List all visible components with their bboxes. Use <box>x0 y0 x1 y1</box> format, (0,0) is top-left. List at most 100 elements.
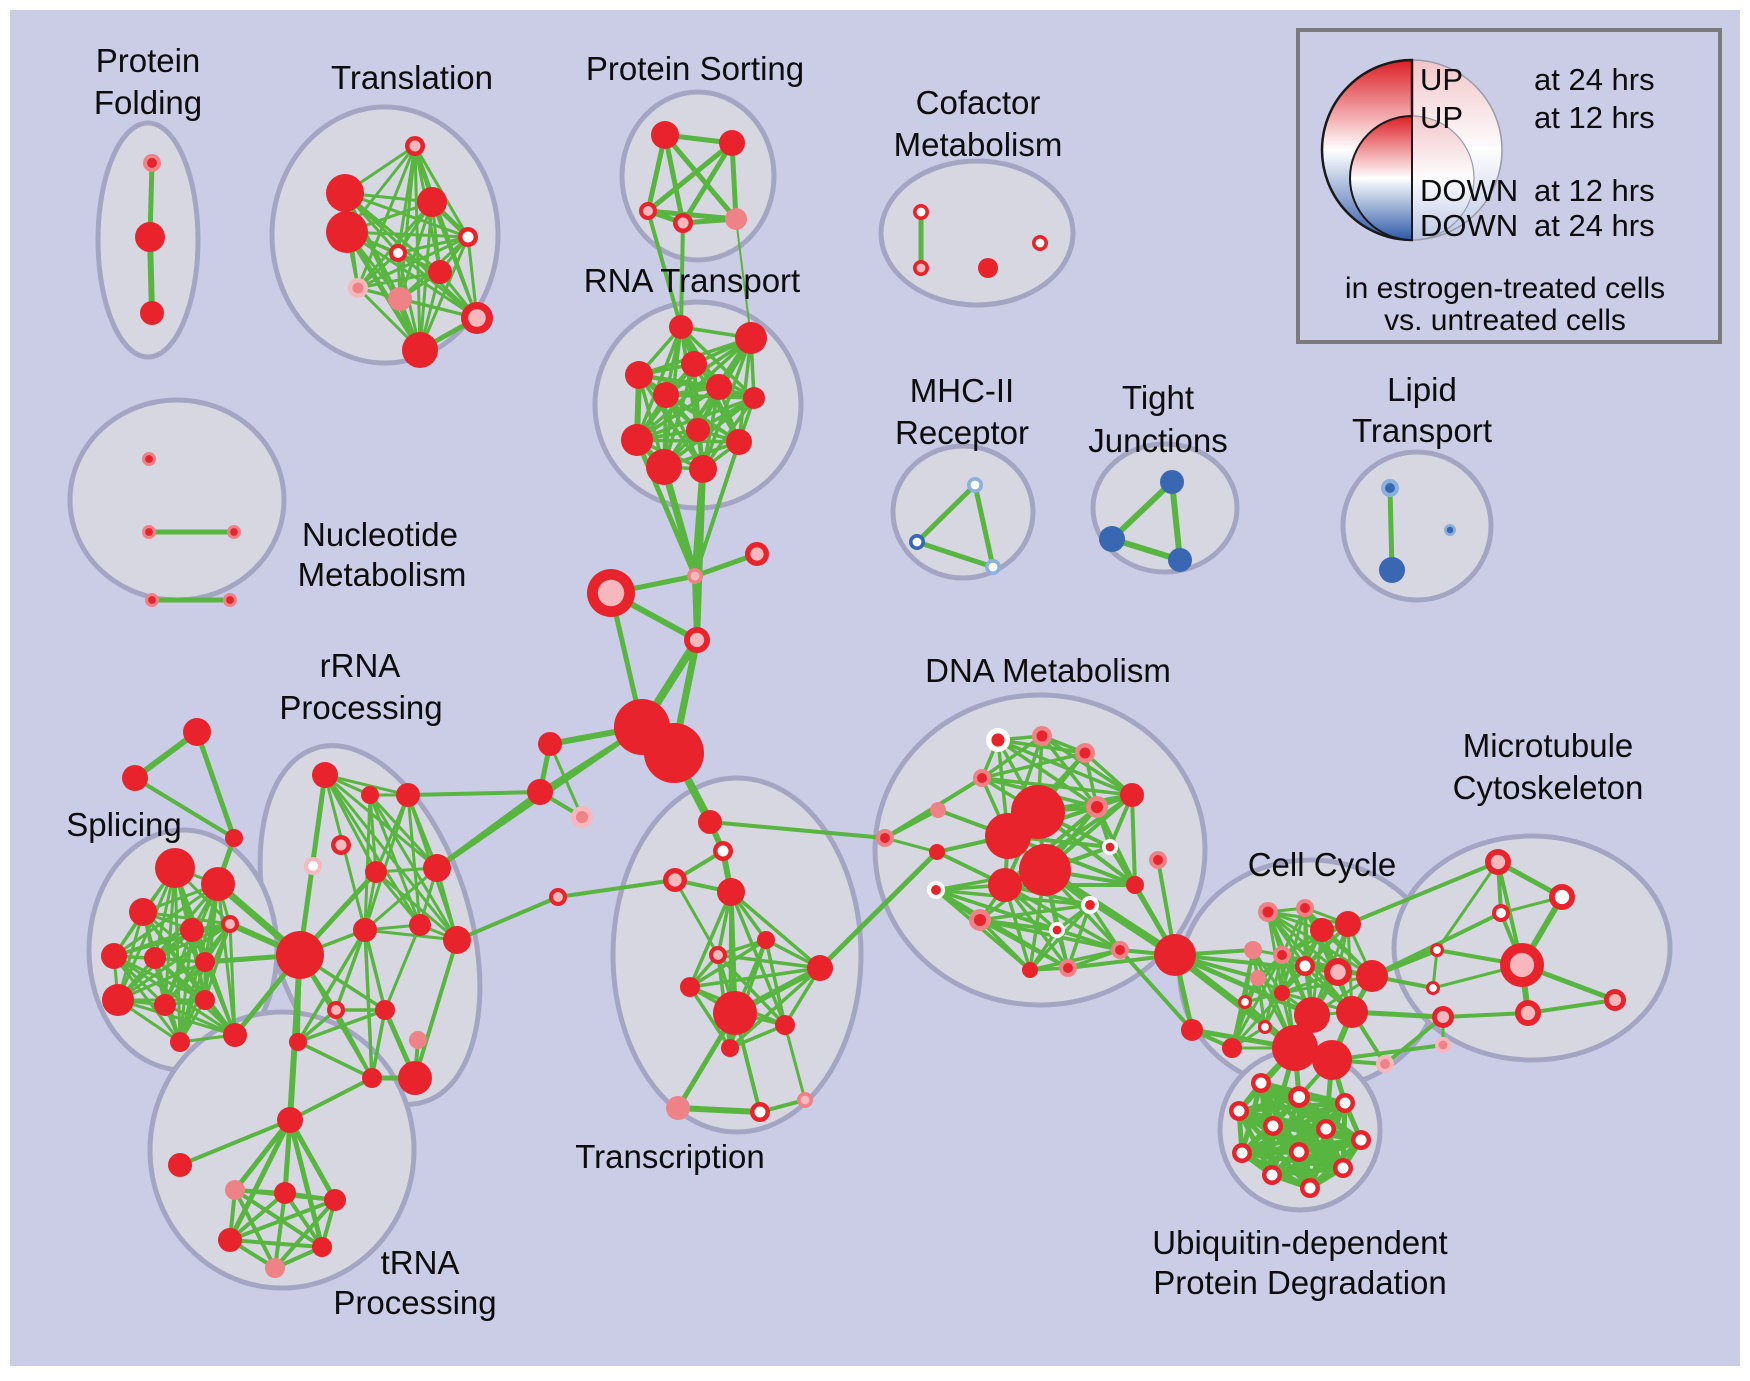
node-u3[interactable] <box>1335 1093 1355 1113</box>
node-s12[interactable] <box>223 1023 247 1047</box>
node-c1[interactable] <box>1258 902 1278 922</box>
node-r12[interactable] <box>327 1001 345 1019</box>
node-tr2[interactable] <box>122 765 148 791</box>
node-d22[interactable] <box>1022 962 1038 978</box>
node-m9[interactable] <box>1432 1006 1454 1028</box>
node-m2[interactable] <box>1549 884 1575 910</box>
node-d16[interactable] <box>927 881 945 899</box>
node-ch2[interactable] <box>745 542 769 566</box>
node-tj2[interactable] <box>1099 526 1125 552</box>
node-ps3[interactable] <box>639 202 657 220</box>
node-pf3[interactable] <box>140 301 164 325</box>
node-s2[interactable] <box>201 867 235 901</box>
node-d2[interactable] <box>1032 726 1052 746</box>
node-u12[interactable] <box>1300 1178 1320 1198</box>
node-r17[interactable] <box>398 1061 432 1095</box>
node-rt3[interactable] <box>681 351 707 377</box>
node-x6[interactable] <box>709 946 727 964</box>
node-r8[interactable] <box>276 931 324 979</box>
node-m8[interactable] <box>1604 989 1626 1011</box>
node-rt8[interactable] <box>621 424 653 456</box>
node-rt12[interactable] <box>689 455 717 483</box>
node-x11[interactable] <box>775 1015 795 1035</box>
node-n4[interactable] <box>274 1182 296 1204</box>
node-cc0[interactable] <box>1154 934 1196 976</box>
node-rt2[interactable] <box>735 322 767 354</box>
node-d4[interactable] <box>973 769 991 787</box>
node-mh1[interactable] <box>967 477 983 493</box>
node-m5[interactable] <box>1500 943 1544 987</box>
node-r2[interactable] <box>361 786 379 804</box>
node-t7[interactable] <box>428 260 452 284</box>
node-lp3[interactable] <box>1444 524 1456 536</box>
node-t9[interactable] <box>388 287 412 311</box>
node-cf2[interactable] <box>913 260 929 276</box>
node-r15[interactable] <box>289 1033 307 1051</box>
node-tj1[interactable] <box>1160 470 1184 494</box>
node-cf1[interactable] <box>913 204 929 220</box>
node-t4[interactable] <box>326 211 368 253</box>
node-x12[interactable] <box>721 1039 739 1057</box>
node-n8[interactable] <box>265 1258 285 1278</box>
node-u7[interactable] <box>1351 1130 1371 1150</box>
node-nu4[interactable] <box>145 593 159 607</box>
node-tj3[interactable] <box>1168 548 1192 572</box>
node-t6[interactable] <box>389 244 407 262</box>
node-r6[interactable] <box>365 861 387 883</box>
node-x4[interactable] <box>717 878 745 906</box>
node-n3[interactable] <box>225 1180 245 1200</box>
node-s8[interactable] <box>195 952 215 972</box>
node-d5[interactable] <box>930 802 946 818</box>
node-d19[interactable] <box>1049 922 1065 938</box>
node-mh3[interactable] <box>985 559 1001 575</box>
node-t3[interactable] <box>417 187 447 217</box>
node-r5[interactable] <box>304 857 322 875</box>
node-c8[interactable] <box>1356 960 1388 992</box>
node-rt9[interactable] <box>686 418 710 442</box>
node-c9[interactable] <box>1250 970 1266 986</box>
node-s1[interactable] <box>155 848 195 888</box>
node-r11[interactable] <box>443 926 471 954</box>
node-c12[interactable] <box>1294 997 1330 1033</box>
node-c18[interactable] <box>1376 1055 1394 1073</box>
node-m7[interactable] <box>1515 1000 1541 1026</box>
node-c16[interactable] <box>1272 1025 1318 1071</box>
node-t1[interactable] <box>405 136 425 156</box>
node-t11[interactable] <box>402 332 438 368</box>
node-r1[interactable] <box>312 762 338 788</box>
node-d23[interactable] <box>1059 959 1077 977</box>
node-r13[interactable] <box>375 1000 395 1020</box>
node-hb2[interactable] <box>644 723 704 783</box>
node-t2[interactable] <box>326 174 364 212</box>
node-c13[interactable] <box>1336 996 1368 1028</box>
node-x15[interactable] <box>797 1092 813 1108</box>
node-nu5[interactable] <box>223 593 237 607</box>
node-d14[interactable] <box>1149 851 1167 869</box>
node-d9[interactable] <box>929 844 945 860</box>
node-n6[interactable] <box>218 1228 242 1252</box>
node-rt4[interactable] <box>625 361 653 389</box>
node-d11[interactable] <box>985 813 1031 859</box>
node-d21[interactable] <box>1126 876 1144 894</box>
node-s7[interactable] <box>144 947 166 969</box>
node-c14[interactable] <box>1258 1020 1272 1034</box>
node-rt10[interactable] <box>726 429 752 455</box>
node-x2[interactable] <box>713 841 733 861</box>
node-c4[interactable] <box>1244 941 1262 959</box>
node-s11[interactable] <box>195 990 215 1010</box>
node-s6[interactable] <box>101 943 127 969</box>
node-nu2[interactable] <box>142 525 156 539</box>
node-x1[interactable] <box>698 810 722 834</box>
node-ps4[interactable] <box>673 213 693 233</box>
node-t10[interactable] <box>461 302 493 334</box>
node-ch4[interactable] <box>684 627 710 653</box>
node-lc2[interactable] <box>527 779 553 805</box>
node-lc3[interactable] <box>571 806 593 828</box>
node-ccb[interactable] <box>1181 1019 1203 1041</box>
node-x9[interactable] <box>713 991 757 1035</box>
node-rt11[interactable] <box>646 449 682 485</box>
node-x5[interactable] <box>549 888 567 906</box>
node-d12[interactable] <box>1019 844 1071 896</box>
node-d20[interactable] <box>1111 941 1129 959</box>
node-x13[interactable] <box>666 1096 690 1120</box>
